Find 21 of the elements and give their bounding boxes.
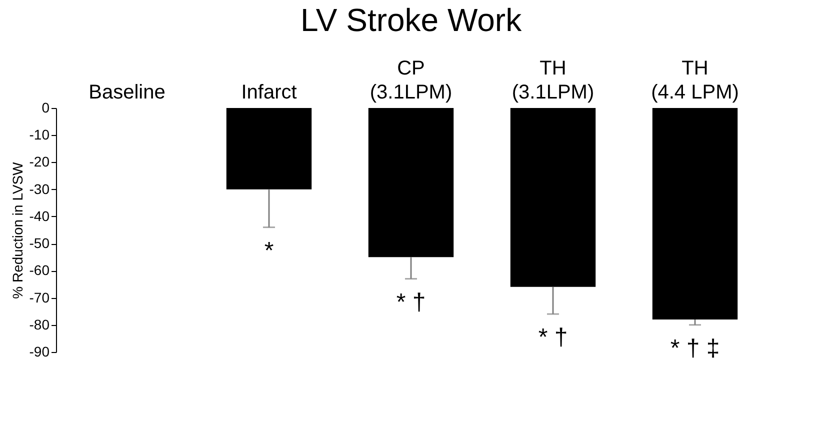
annotation: * † — [538, 324, 568, 352]
y-tick-label: -80 — [29, 316, 50, 332]
x-tick-label: CP (3.1LPM) — [370, 58, 452, 104]
y-tick-label: 0 — [42, 100, 50, 116]
y-tick-label: -40 — [29, 208, 50, 224]
y-tick-label: -90 — [29, 344, 50, 360]
x-tick-label: TH (3.1LPM) — [512, 58, 594, 104]
annotation: * — [264, 237, 274, 264]
y-axis-title: % Reduction in LVSW — [9, 161, 26, 299]
y-tick-label: -30 — [29, 180, 50, 197]
y-tick-label: -60 — [29, 262, 50, 278]
annotation: * † ‡ — [670, 334, 720, 362]
y-tick-label: -10 — [29, 126, 50, 143]
x-tick-label: Baseline — [88, 82, 166, 104]
y-tick-label: -50 — [29, 235, 50, 252]
annotation: * † — [396, 288, 426, 316]
x-tick-label: TH (4.4 LPM) — [651, 58, 739, 104]
y-tick-label: -20 — [29, 154, 50, 170]
y-tick-label: -70 — [29, 289, 50, 306]
x-tick-label: Infarct — [241, 82, 298, 104]
chart-title: LV Stroke Work — [300, 2, 523, 38]
